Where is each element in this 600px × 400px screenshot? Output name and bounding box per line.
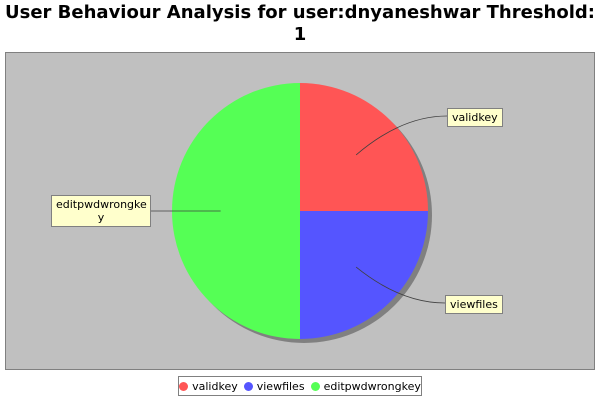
pie-slice-editpwdwrongkey [172,83,300,339]
legend-label-viewfiles: viewfiles [256,379,305,393]
callout-editpwdwrongkey-line1: editpwdwrongke [56,198,147,211]
callout-editpwdwrongkey: editpwdwrongke y [51,195,151,227]
legend-swatch-validkey [179,381,189,391]
leader-line-validkey [355,115,448,156]
legend-item-editpwdwrongkey: editpwdwrongkey [310,379,421,393]
legend-swatch-editpwdwrongkey [310,381,320,391]
chart-title-line1: User Behaviour Analysis for user:dnyanes… [5,2,595,23]
pie-slice-viewfiles [300,211,428,339]
legend-label-editpwdwrongkey: editpwdwrongkey [323,379,421,393]
chart-title-line2: 1 [293,24,307,45]
pie-slice-validkey [300,83,428,211]
legend-item-validkey: validkey [179,380,238,393]
chart-title: User Behaviour Analysis for user:dnyanes… [0,2,600,46]
callout-viewfiles-text: viewfiles [450,298,498,311]
callout-viewfiles: viewfiles [445,295,503,314]
legend: validkey viewfiles editpwdwrongkey [178,376,422,396]
callout-editpwdwrongkey-line2: y [97,211,105,224]
leader-line-viewfiles [355,266,446,304]
callout-validkey-text: validkey [452,111,498,124]
legend-item-viewfiles: viewfiles [243,379,305,393]
legend-swatch-viewfiles [243,381,253,391]
legend-label-validkey: validkey [192,379,238,393]
callout-validkey: validkey [447,108,503,127]
